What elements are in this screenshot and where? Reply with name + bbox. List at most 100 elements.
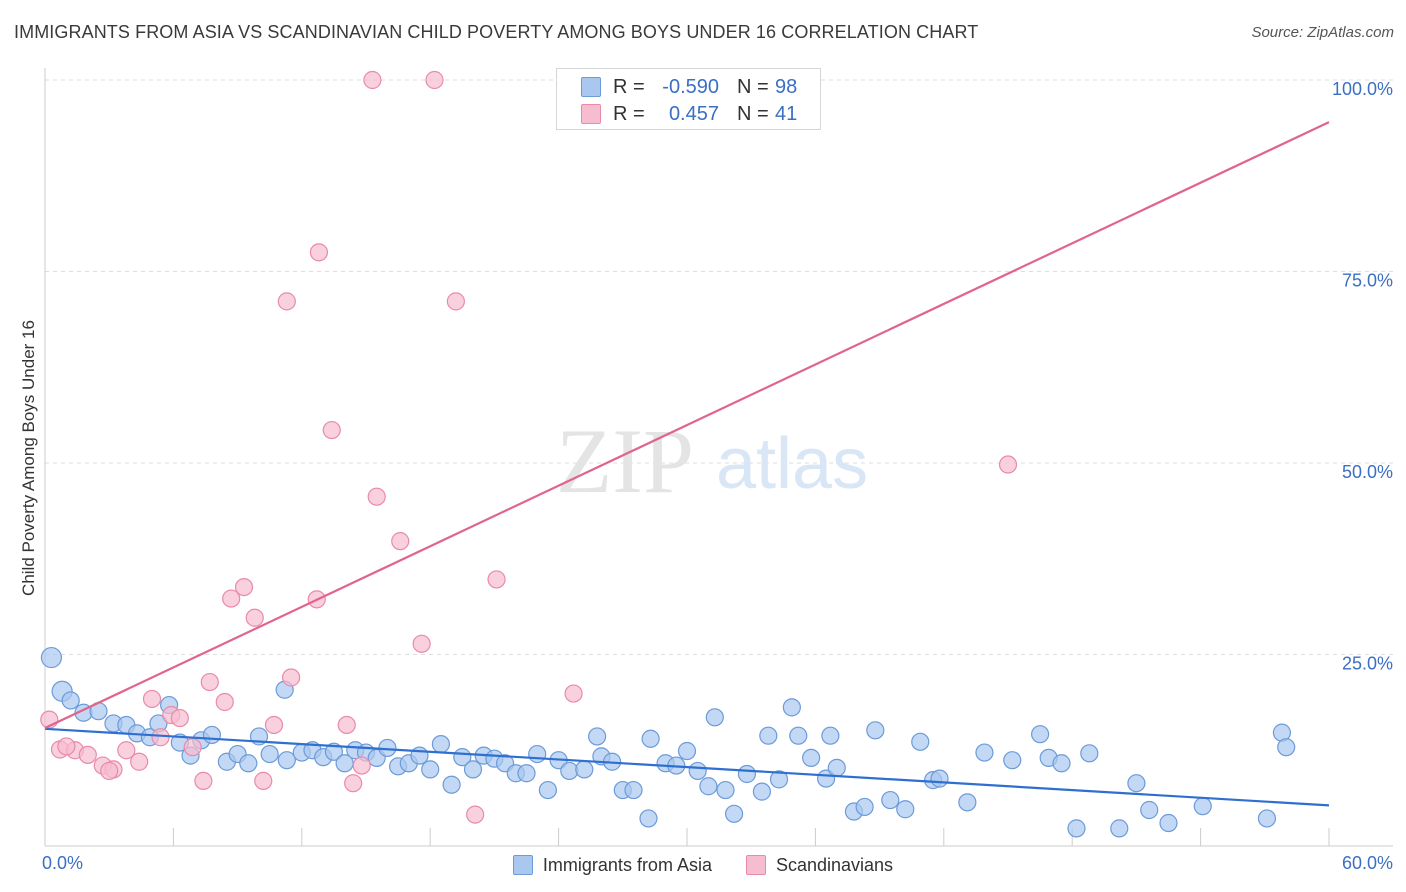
scand-point — [100, 761, 119, 781]
grid-layer — [45, 79, 1393, 655]
y-tick-label: 75.0% — [1342, 271, 1393, 291]
scand-point — [487, 570, 506, 589]
asia-point — [677, 741, 697, 761]
asia-r-label: R = — [613, 75, 645, 98]
watermark-zip: ZIP — [556, 410, 694, 512]
scand-point — [446, 292, 465, 311]
legend-asia-label: Immigrants from Asia — [542, 854, 712, 875]
scand-point — [78, 745, 97, 764]
asia-point — [802, 748, 821, 768]
asia-point — [724, 804, 744, 823]
scand-point — [367, 487, 386, 506]
scand-swatch — [581, 104, 601, 124]
legend-asia-swatch — [512, 855, 533, 875]
series-legend: Immigrants from Asia Scandinavians — [0, 852, 1406, 878]
legend-item-scand[interactable]: Scandinavians — [745, 855, 893, 876]
asia-point — [1127, 774, 1146, 793]
asia-point — [855, 797, 874, 817]
asia-point — [624, 780, 643, 800]
asia-n-label: N = — [737, 75, 769, 98]
scand-r-value: 0.457 — [668, 102, 719, 125]
scand-point — [282, 668, 301, 687]
asia-point — [61, 691, 80, 710]
asia-point — [277, 751, 296, 770]
asia-point — [517, 764, 536, 783]
asia-point — [1080, 744, 1099, 763]
scand-point — [254, 771, 273, 790]
asia-point — [821, 726, 840, 745]
y-tick-label: 25.0% — [1342, 654, 1393, 674]
asia-point — [538, 780, 558, 800]
asia-point — [1030, 725, 1050, 744]
asia-point — [442, 775, 461, 794]
asia-point — [759, 726, 778, 745]
asia-point — [463, 760, 483, 779]
correlation-legend: R = -0.590 N = 98 R = 0.457 N = 41 — [556, 68, 821, 130]
asia-point — [260, 744, 279, 764]
asia-point — [688, 761, 707, 781]
scand-point — [151, 728, 170, 747]
y-axis-label: Child Poverty Among Boys Under 16 — [19, 320, 38, 596]
scand-point — [142, 689, 162, 709]
scand-point — [363, 70, 382, 90]
scand-n-value: 41 — [775, 102, 798, 125]
asia-point — [975, 743, 994, 762]
asia-point — [40, 646, 63, 669]
scand-point — [245, 608, 264, 627]
x-tick-label-max: 60.0% — [1342, 853, 1393, 873]
asia-point — [1140, 800, 1159, 820]
asia-point — [866, 721, 885, 740]
scand-point — [130, 752, 149, 771]
trend-layer — [44, 121, 1330, 807]
scand-point — [425, 70, 444, 90]
asia-point — [737, 764, 757, 784]
scand-point — [322, 420, 341, 440]
asia-n-value: 98 — [775, 75, 798, 98]
y-tick-label: 50.0% — [1342, 462, 1393, 482]
scand-point — [564, 684, 583, 703]
asia-point — [1003, 751, 1022, 770]
axis-layer: 25.0% 50.0% 75.0% 100.0% — [44, 68, 1393, 847]
asia-point — [1277, 738, 1296, 757]
scand-point — [309, 243, 329, 262]
y-tick-label: 100.0% — [1332, 79, 1393, 99]
asia-point — [752, 782, 772, 801]
scand-point — [264, 715, 284, 735]
asia-point — [716, 780, 735, 800]
asia-point — [431, 735, 450, 754]
points-layer — [40, 70, 1296, 838]
scand-point — [234, 577, 254, 597]
scand-point — [200, 672, 219, 692]
asia-point — [1193, 797, 1212, 816]
legend-row-scand: R = 0.457 N = 41 — [581, 101, 797, 127]
asia-point — [881, 790, 900, 810]
asia-point — [639, 809, 658, 828]
asia-swatch — [581, 77, 601, 97]
asia-point — [575, 760, 594, 779]
scand-point — [215, 692, 234, 712]
scand-point — [412, 634, 431, 653]
scand-point — [277, 292, 296, 311]
asia-point — [1067, 819, 1086, 838]
scand-r-label: R = — [613, 102, 645, 125]
asia-point — [827, 758, 846, 777]
scand-point — [337, 715, 356, 735]
asia-point — [789, 726, 808, 745]
chart-source: Source: ZipAtlas.com — [1251, 24, 1394, 41]
asia-point — [1110, 819, 1129, 838]
scand-point — [344, 774, 363, 793]
legend-row-asia: R = -0.590 N = 98 — [581, 74, 797, 100]
asia-point — [239, 754, 258, 773]
scand-point — [117, 741, 136, 760]
scand-point — [194, 771, 213, 790]
scand-trend-line — [44, 121, 1330, 730]
legend-scand-swatch — [745, 855, 766, 875]
asia-point — [930, 769, 949, 788]
asia-point — [560, 761, 579, 781]
scand-point — [170, 708, 189, 728]
asia-point — [528, 744, 547, 764]
asia-point — [699, 777, 718, 796]
scand-point — [466, 805, 485, 824]
legend-item-asia[interactable]: Immigrants from Asia — [512, 854, 712, 876]
